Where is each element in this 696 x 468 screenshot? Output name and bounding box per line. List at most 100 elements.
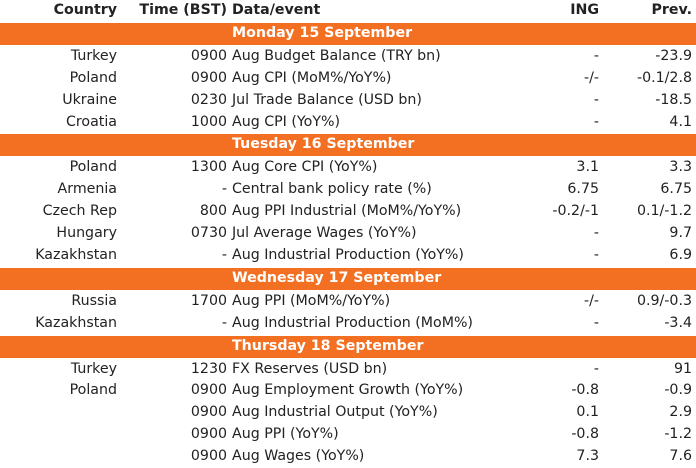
cell-prev: 91	[673, 360, 692, 377]
cell-time: 0900	[190, 382, 227, 399]
cell-time: 0230	[190, 91, 227, 108]
day-label: Monday 15 September	[230, 21, 696, 46]
header-prev: Prev.	[651, 2, 693, 18]
table-row: 0900 Aug Wages (YoY%) 7.3 7.6	[0, 446, 696, 468]
cell-time: 1230	[190, 360, 227, 377]
table-row: Poland 0900 Aug Employment Growth (YoY%) -0…	[0, 380, 696, 402]
cell-ing: -/-	[583, 292, 599, 309]
cell-ing: -	[593, 91, 599, 108]
header-country: Country	[53, 2, 117, 18]
header-row: Country Time (BST) Data/event ING Prev.	[0, 0, 696, 22]
cell-prev: -1.2	[664, 426, 692, 443]
table-row: Armenia - Central bank policy rate (%) 6.75…	[0, 179, 696, 201]
cell-time: 1000	[190, 113, 227, 130]
cell-event: Aug PPI Industrial (MoM%/YoY%)	[232, 203, 462, 220]
cell-prev: -23.9	[655, 47, 692, 64]
cell-time: 1700	[190, 292, 227, 309]
cell-prev: 3.3	[669, 159, 692, 176]
cell-prev: -18.5	[655, 91, 692, 108]
cell-event: Aug PPI (YoY%)	[232, 426, 339, 443]
table-row: Ukraine 0230 Jul Trade Balance (USD bn) - -1…	[0, 90, 696, 112]
cell-country: Poland	[69, 159, 117, 176]
cell-time: -	[221, 246, 227, 263]
cell-prev: -3.4	[664, 314, 692, 331]
cell-country: Hungary	[56, 225, 117, 242]
cell-country	[0, 446, 120, 468]
cell-prev: 6.9	[669, 246, 692, 263]
cell-event: Central bank policy rate (%)	[232, 181, 432, 198]
cell-country: Kazakhstan	[35, 246, 117, 263]
table-row: Kazakhstan - Aug Industrial Production (Yo…	[0, 245, 696, 267]
day-label: Tuesday 16 September	[230, 133, 696, 158]
cell-event: Aug Wages (YoY%)	[232, 448, 365, 465]
cell-country: Armenia	[57, 181, 117, 198]
cell-country: Poland	[69, 382, 117, 399]
table-row: Poland 0900 Aug CPI (MoM%/YoY%) -/- -0.1/2.8	[0, 68, 696, 90]
cell-country: Czech Rep	[42, 203, 117, 220]
cell-time: 0900	[190, 47, 227, 64]
cell-prev: 9.7	[669, 225, 692, 242]
cell-ing: 7.3	[576, 448, 599, 465]
day-header-spacer	[0, 21, 230, 46]
cell-event: Aug Employment Growth (YoY%)	[232, 382, 464, 399]
cell-country: Kazakhstan	[35, 314, 117, 331]
cell-time: 1300	[190, 159, 227, 176]
table-row: Czech Rep 800 Aug PPI Industrial (MoM%/YoY…	[0, 201, 696, 223]
day-header-row: Thursday 18 September	[0, 334, 696, 359]
cell-prev: 0.9/-0.3	[636, 292, 692, 309]
cell-prev: 7.6	[669, 448, 692, 465]
table-row: 0900 Aug PPI (YoY%) -0.8 -1.2	[0, 424, 696, 446]
cell-event: Aug Core CPI (YoY%)	[232, 159, 378, 176]
day-label: Wednesday 17 September	[230, 266, 696, 291]
header-event: Data/event	[232, 2, 321, 18]
cell-ing: -	[593, 246, 599, 263]
table-row: Croatia 1000 Aug CPI (YoY%) - 4.1	[0, 112, 696, 134]
cell-time: -	[221, 181, 227, 198]
cell-ing: -/-	[583, 69, 599, 86]
cell-time: -	[221, 314, 227, 331]
cell-event: Aug Budget Balance (TRY bn)	[232, 47, 441, 64]
cell-country: Russia	[71, 292, 117, 309]
table-row: Russia 1700 Aug PPI (MoM%/YoY%) -/- 0.9/-0.3	[0, 290, 696, 312]
cell-ing: -	[593, 225, 599, 242]
cell-event: Jul Trade Balance (USD bn)	[232, 91, 422, 108]
day-header-row: Monday 15 September	[0, 21, 696, 46]
cell-ing: 3.1	[576, 159, 599, 176]
cell-country: Turkey	[70, 47, 117, 64]
day-label: Thursday 18 September	[230, 334, 696, 359]
cell-ing: -	[593, 113, 599, 130]
cell-country: Turkey	[70, 360, 117, 377]
cell-ing: -0.2/-1	[552, 203, 599, 220]
table-row: Hungary 0730 Jul Average Wages (YoY%) - 9.7	[0, 223, 696, 245]
cell-prev: 4.1	[669, 113, 692, 130]
table-row: Turkey 1230 FX Reserves (USD bn) - 91	[0, 358, 696, 380]
cell-country: Poland	[69, 69, 117, 86]
cell-ing: -0.8	[571, 426, 599, 443]
cell-time: 0900	[190, 404, 227, 421]
cell-event: Aug Industrial Production (YoY%)	[232, 246, 464, 263]
cell-ing: -	[593, 314, 599, 331]
cell-country	[0, 424, 120, 446]
cell-event: Aug Industrial Output (YoY%)	[232, 404, 438, 421]
cell-event: Aug PPI (MoM%/YoY%)	[232, 292, 391, 309]
cell-prev: 6.75	[660, 181, 692, 198]
cell-country: Croatia	[66, 113, 117, 130]
cell-ing: -0.8	[571, 382, 599, 399]
header-ing: ING	[570, 2, 599, 18]
calendar-body: Monday 15 September Turkey 0900 Aug Budget …	[0, 21, 696, 468]
cell-time: 0900	[190, 69, 227, 86]
cell-time: 800	[199, 203, 227, 220]
header-time: Time (BST)	[139, 2, 227, 18]
day-header-spacer	[0, 334, 230, 359]
cell-time: 0730	[190, 225, 227, 242]
cell-ing: -	[593, 360, 599, 377]
day-header-row: Wednesday 17 September	[0, 266, 696, 291]
cell-country	[0, 402, 120, 424]
table-row: 0900 Aug Industrial Output (YoY%) 0.1 2.9	[0, 402, 696, 424]
cell-prev: -0.9	[664, 382, 692, 399]
cell-prev: 2.9	[669, 404, 692, 421]
cell-country: Ukraine	[62, 91, 117, 108]
cell-ing: -	[593, 47, 599, 64]
cell-event: FX Reserves (USD bn)	[232, 360, 388, 377]
